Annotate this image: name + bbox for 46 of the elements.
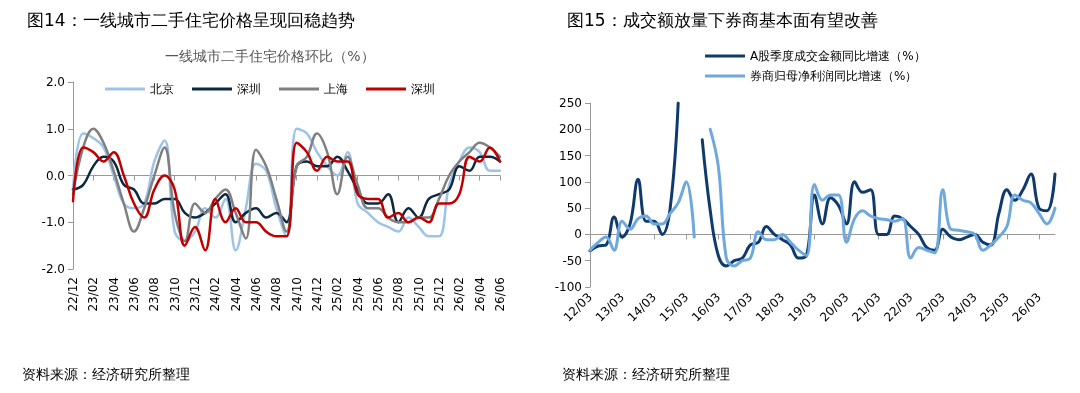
x-tick-label: 23/04 xyxy=(106,277,121,312)
text: 资料来源：经济研究所整理 xyxy=(22,366,190,382)
text: 资料来源：经济研究所整理 xyxy=(562,366,730,382)
x-tick-label: 25/02 xyxy=(330,277,345,312)
x-tick-label: 23/08 xyxy=(147,277,162,312)
chart-title: 图14：一线城市二手住宅价格呈现回稳趋势 xyxy=(27,9,355,30)
y-tick-label: 0 xyxy=(574,227,582,242)
y-tick-label: 200 xyxy=(559,122,582,137)
x-tick-label: 24/12 xyxy=(310,277,324,312)
x-tick-label: 25/12 xyxy=(432,277,446,312)
y-tick-label: -1.0 xyxy=(41,215,65,230)
x-tick-label: 26/04 xyxy=(472,277,487,312)
x-tick-label: 23/12 xyxy=(188,277,202,312)
chart-title: 图15：成交额放量下券商基本面有望改善 xyxy=(567,9,878,30)
legend-label: 北京 xyxy=(150,82,174,96)
chart-subtitle: 一线城市二手住宅价格环比（%） xyxy=(165,48,375,64)
x-tick-label: 24/02 xyxy=(208,277,223,312)
x-tick-label: 24/10 xyxy=(289,277,304,312)
y-tick-label: 100 xyxy=(559,174,582,189)
y-tick-label: 250 xyxy=(559,96,582,110)
legend-label: 上海 xyxy=(324,82,348,96)
y-tick-label: 150 xyxy=(559,148,582,163)
x-tick-label: 24/08 xyxy=(269,277,284,312)
legend-label: 深圳 xyxy=(237,82,261,96)
x-tick-label: 25/04 xyxy=(350,277,365,312)
y-tick-label: -2.0 xyxy=(41,262,65,276)
x-tick-label: 23/10 xyxy=(167,277,182,312)
y-tick-label: 2.0 xyxy=(45,75,65,89)
x-tick-label: 26/06 xyxy=(493,277,507,312)
y-tick-label: 50 xyxy=(566,201,582,216)
x-tick-label: 23/06 xyxy=(127,277,141,312)
x-tick-label: 23/02 xyxy=(86,277,101,312)
y-tick-label: -50 xyxy=(562,253,582,268)
x-tick-label: 26/02 xyxy=(452,277,467,312)
legend-label: 券商归母净利润同比增速（%） xyxy=(750,69,918,83)
legend-label: A股季度成交金额同比增速（%） xyxy=(750,49,926,63)
x-tick-label: 25/06 xyxy=(371,277,385,312)
x-tick-label: 25/10 xyxy=(411,277,426,312)
legend-label: 深圳 xyxy=(411,82,435,96)
y-tick-label: 0.0 xyxy=(45,168,65,183)
y-tick-label: -100 xyxy=(554,280,582,294)
x-tick-label: 22/12 xyxy=(66,277,80,312)
x-tick-label: 25/08 xyxy=(391,277,406,312)
x-tick-label: 24/04 xyxy=(228,277,243,312)
y-tick-label: 1.0 xyxy=(45,121,65,136)
x-tick-label: 24/06 xyxy=(249,277,263,312)
